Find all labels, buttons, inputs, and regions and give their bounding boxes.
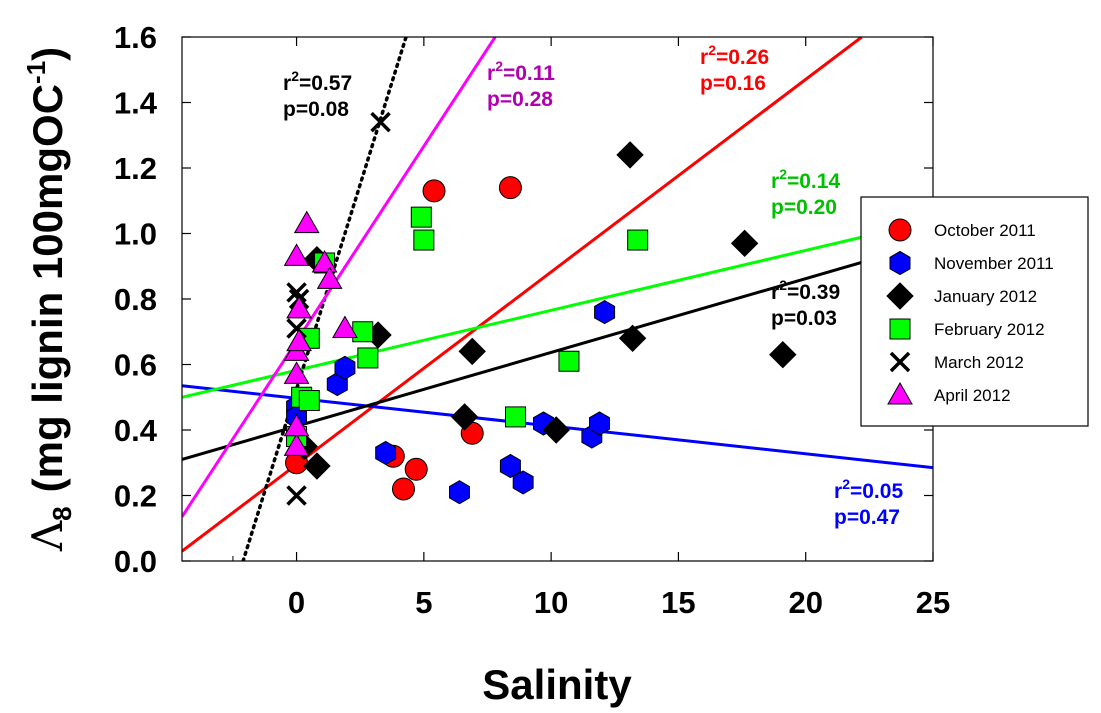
- point-january-2012-5: [458, 337, 486, 366]
- x-tick-label-1: 5: [415, 585, 432, 620]
- p-label-april-2012: p=0.28: [487, 88, 553, 111]
- legend-label-november-2011: November 2011: [934, 254, 1054, 273]
- point-february-2012-11: [627, 229, 649, 251]
- point-january-2012-1: [303, 452, 331, 480]
- y-tick-label-4: 0.8: [114, 282, 157, 317]
- p-label-january-2012: p=0.03: [771, 307, 837, 330]
- point-january-2012-10: [769, 340, 797, 369]
- p-label-november-2011: p=0.47: [834, 506, 900, 529]
- x-tick-label-2: 10: [534, 585, 568, 620]
- point-april-2012-2: [283, 361, 310, 384]
- legend-marker-march-2012: [889, 351, 911, 373]
- point-april-2012-0: [283, 433, 310, 456]
- legend-label-march-2012: March 2012: [934, 353, 1024, 372]
- ticks: 0 5 10 15 20 25 0.0 0.2 0.4 0.6 0.8 1.0 1.2 1.4 1.6: [114, 20, 950, 620]
- point-november-2011-11: [594, 300, 616, 325]
- point-october-2011-2: [391, 477, 415, 501]
- y-axis-symbol: Λ: [23, 520, 72, 552]
- y-tick-label-3: 0.6: [114, 348, 157, 383]
- point-november-2011-6: [499, 453, 521, 479]
- y-tick-label-6: 1.2: [114, 151, 157, 186]
- y-axis-close: ): [24, 47, 71, 61]
- point-october-2011-3: [404, 457, 428, 481]
- legend-label-february-2012: February 2012: [934, 320, 1045, 339]
- y-tick-label-2: 0.4: [114, 413, 158, 448]
- y-tick-label-0: 0.0: [114, 544, 157, 579]
- legend-marker-november-2011: [889, 250, 911, 276]
- regression-line-april-2012: [182, 37, 497, 518]
- x-tick-label-0: 0: [288, 585, 305, 620]
- r2-label-november-2011: r2=0.05: [834, 476, 903, 503]
- legend-label-january-2012: January 2012: [934, 287, 1037, 306]
- point-april-2012-6: [283, 243, 310, 266]
- point-january-2012-9: [730, 229, 759, 258]
- data-points: [283, 111, 797, 506]
- point-november-2011-10: [589, 411, 610, 436]
- r2-label-april-2012: r2=0.11: [487, 58, 555, 85]
- point-october-2011-6: [498, 176, 522, 200]
- y-tick-label-5: 1.0: [114, 217, 157, 252]
- y-axis-label: (mg lignin 100mgOC: [24, 84, 71, 492]
- legend-marker-february-2012: [889, 318, 911, 340]
- point-november-2011-3: [334, 355, 356, 380]
- point-april-2012-5: [286, 295, 312, 319]
- p-label-march-2012: p=0.08: [283, 98, 349, 121]
- point-february-2012-6: [357, 347, 379, 369]
- legend-marker-october-2011: [888, 218, 912, 242]
- y-axis-subscript: 8: [47, 506, 77, 520]
- r2-label-february-2012: r2=0.14: [771, 166, 840, 193]
- y-tick-label-7: 1.4: [114, 86, 158, 121]
- legend: October 2011 November 2011 January 2012 Feb…: [860, 196, 1089, 427]
- point-april-2012-8: [311, 249, 338, 273]
- point-march-2012-0: [286, 485, 307, 506]
- y-tick-label-1: 0.2: [114, 479, 157, 514]
- x-tick-label-4: 20: [788, 585, 822, 620]
- legend-label-april-2012: April 2012: [934, 386, 1011, 405]
- y-axis-title: Λ8 (mg lignin 100mgOC-1): [21, 47, 77, 552]
- point-march-2012-4: [370, 111, 391, 133]
- point-april-2012-7: [293, 210, 320, 234]
- x-tick-label-3: 15: [661, 585, 695, 620]
- point-january-2012-8: [618, 324, 647, 353]
- point-january-2012-7: [616, 141, 644, 169]
- point-february-2012-8: [413, 229, 435, 251]
- point-april-2012-1: [283, 413, 310, 437]
- y-tick-label-8: 1.6: [114, 20, 157, 55]
- point-november-2011-7: [512, 470, 534, 495]
- point-april-2012-9: [316, 266, 343, 289]
- y-axis-superscript: -1: [21, 61, 51, 84]
- p-label-february-2012: p=0.20: [771, 196, 837, 219]
- point-october-2011-4: [422, 179, 446, 203]
- point-november-2011-4: [375, 440, 397, 465]
- annotations: r2=0.57 p=0.08 r2=0.11 p=0.28 r2=0.26 p=0.16 r…: [283, 42, 903, 529]
- point-november-2011-5: [449, 480, 470, 505]
- x-tick-label-5: 25: [916, 585, 950, 620]
- x-axis-title: Salinity: [482, 661, 632, 708]
- point-march-2012-2: [286, 282, 307, 303]
- legend-marker-april-2012: [887, 381, 913, 405]
- point-february-2012-7: [410, 206, 432, 228]
- point-january-2012-6: [542, 416, 570, 444]
- point-april-2012-4: [286, 328, 312, 352]
- point-january-2012-4: [450, 403, 479, 431]
- regression-line-january-2012: [182, 240, 933, 461]
- point-march-2012-1: [286, 318, 307, 339]
- r2-label-january-2012: r2=0.39: [771, 277, 840, 304]
- p-label-october-2011: p=0.16: [700, 72, 766, 95]
- point-february-2012-5: [352, 321, 374, 343]
- r2-label-march-2012: r2=0.57: [283, 68, 352, 95]
- point-february-2012-10: [558, 350, 580, 372]
- point-february-2012-2: [298, 390, 320, 412]
- regression-line-february-2012: [182, 218, 933, 399]
- point-february-2012-9: [504, 406, 526, 428]
- legend-marker-january-2012: [886, 282, 914, 310]
- legend-label-october-2011: October 2011: [934, 221, 1036, 240]
- point-april-2012-10: [332, 315, 358, 338]
- r2-label-october-2011: r2=0.26: [700, 42, 769, 69]
